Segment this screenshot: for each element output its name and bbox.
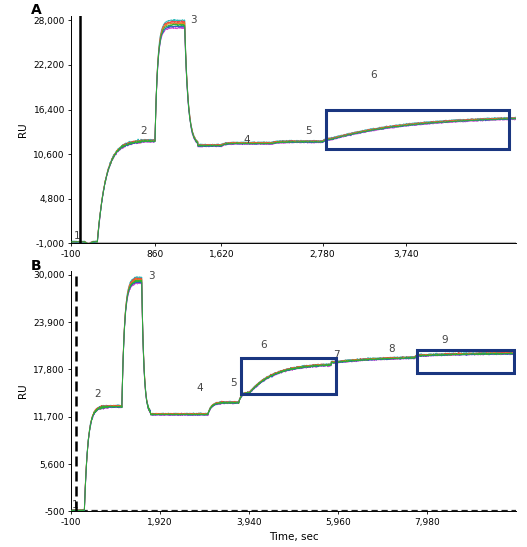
Bar: [326, 110, 510, 149]
Text: 5: 5: [305, 126, 312, 136]
Y-axis label: RU: RU: [18, 384, 28, 398]
Text: 3: 3: [190, 15, 197, 25]
Text: 6: 6: [370, 70, 376, 80]
Bar: [417, 350, 514, 373]
Text: 1: 1: [74, 231, 81, 241]
Text: 3: 3: [148, 271, 155, 281]
Text: 2: 2: [140, 126, 147, 136]
Text: 4: 4: [243, 135, 250, 146]
Text: 7: 7: [334, 351, 340, 360]
Text: A: A: [31, 3, 42, 17]
Text: 4: 4: [197, 383, 203, 393]
Text: 5: 5: [230, 377, 237, 388]
Text: 1: 1: [72, 501, 79, 510]
Text: 2: 2: [94, 389, 101, 399]
Y-axis label: RU: RU: [18, 123, 28, 137]
Text: 6: 6: [261, 340, 267, 351]
Text: B: B: [31, 259, 42, 273]
Bar: [241, 358, 336, 394]
Text: 9: 9: [442, 335, 448, 345]
X-axis label: Time, sec: Time, sec: [269, 532, 319, 542]
Text: 8: 8: [388, 344, 395, 354]
